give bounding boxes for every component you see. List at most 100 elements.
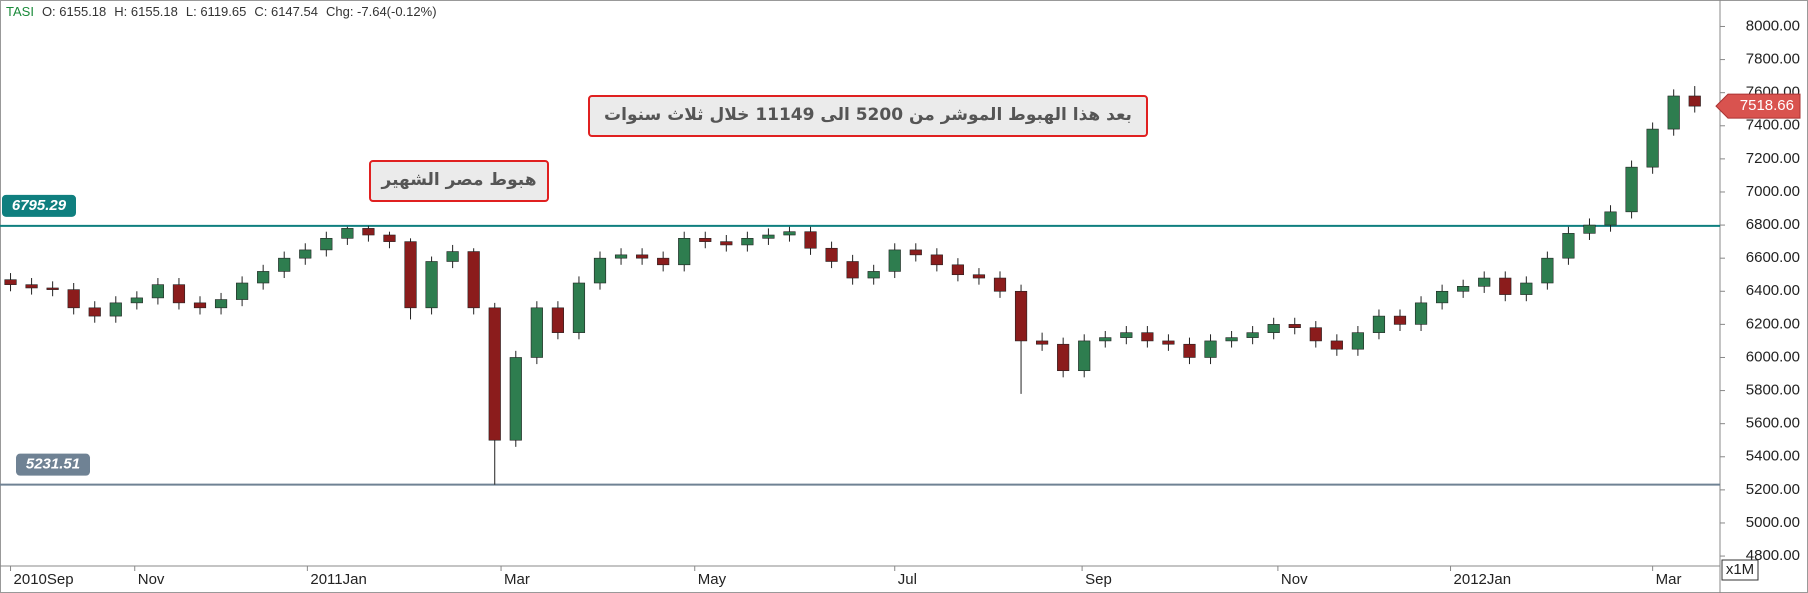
candle-body xyxy=(888,249,901,272)
candle-body xyxy=(993,277,1007,292)
candle-body xyxy=(657,257,670,266)
x-tick-label: Nov xyxy=(1281,571,1308,588)
candle-body xyxy=(1372,315,1386,333)
candle-body xyxy=(1078,340,1091,372)
y-tick-label: 8000.00 xyxy=(1746,17,1800,34)
level-label-box xyxy=(16,453,90,476)
candle-body xyxy=(1036,340,1049,345)
x-tick-label: May xyxy=(698,571,727,588)
y-tick-label: 7200.00 xyxy=(1746,150,1800,167)
x-tick-label: Sep xyxy=(1085,571,1112,588)
annotation: بعد هذا الهبوط الموشر من 5200 الى 11149 … xyxy=(588,95,1148,137)
candle-body xyxy=(699,238,712,242)
candle-body xyxy=(88,307,101,317)
x-tick-label: 2012Jan xyxy=(1454,571,1512,588)
candle-body xyxy=(762,234,775,239)
candle-body xyxy=(214,299,228,309)
candle-body xyxy=(825,247,838,262)
y-tick-label: 7000.00 xyxy=(1746,183,1800,200)
candle-body xyxy=(909,249,922,256)
y-tick-label: 6000.00 xyxy=(1746,348,1800,365)
candle-body xyxy=(1204,340,1217,358)
candle-body xyxy=(1688,95,1701,107)
candle-body xyxy=(404,241,417,309)
candle-body xyxy=(1014,290,1028,342)
annotation: هبوط مصر الشهير xyxy=(369,160,549,202)
candle-body xyxy=(299,249,312,259)
candle-body xyxy=(1309,327,1322,342)
y-tick-label: 7400.00 xyxy=(1746,117,1800,134)
candle-body xyxy=(1625,166,1638,213)
candle-body xyxy=(1414,302,1428,325)
multiplier-box xyxy=(1721,559,1759,581)
y-tick-label: 5800.00 xyxy=(1746,382,1800,399)
candle-body xyxy=(130,297,143,304)
candle-body xyxy=(1351,332,1364,350)
candle-body xyxy=(1604,211,1617,226)
candle-body xyxy=(593,257,607,284)
candle-body xyxy=(278,257,291,272)
candle-body xyxy=(341,228,354,239)
candle-body xyxy=(1562,233,1575,259)
multiplier: x1M xyxy=(1726,561,1754,578)
candle-body xyxy=(509,357,522,441)
candle-body xyxy=(1057,343,1070,372)
info-item: C: 6147.54 xyxy=(254,4,318,19)
level-label-box xyxy=(2,194,76,217)
candle-body xyxy=(67,289,80,309)
candle-body xyxy=(446,251,459,262)
candle-body xyxy=(193,302,207,309)
candle-body xyxy=(1478,277,1491,287)
candle-body xyxy=(1583,224,1596,234)
last-price-label: 7518.66 xyxy=(1740,97,1794,114)
candle-body xyxy=(1183,343,1196,358)
candle-body xyxy=(867,271,880,279)
candle-body xyxy=(1267,324,1280,333)
y-tick-label: 5400.00 xyxy=(1746,448,1800,465)
candle-body xyxy=(572,282,586,333)
candle-body xyxy=(236,282,249,300)
candle-body xyxy=(741,238,754,246)
candle-body xyxy=(25,284,38,289)
candle-body xyxy=(1541,257,1554,284)
candle-body xyxy=(972,274,986,279)
candle-body xyxy=(930,254,943,266)
candle-body xyxy=(636,254,649,259)
candle-body xyxy=(1393,315,1407,325)
candle-body xyxy=(46,287,59,290)
candle-body xyxy=(783,231,796,236)
candle-body xyxy=(720,241,733,246)
x-tick-label: Nov xyxy=(138,571,165,588)
info-item: L: 6119.65 xyxy=(185,4,247,19)
candle-body xyxy=(172,284,186,304)
level-label: 6795.29 xyxy=(12,197,67,214)
y-tick-label: 5600.00 xyxy=(1746,415,1800,432)
y-tick-label: 6400.00 xyxy=(1746,282,1800,299)
info-item: H: 6155.18 xyxy=(114,4,178,19)
header: TASI O: 6155.18 H: 6155.18 L: 6119.65 C: 614… xyxy=(6,4,445,19)
candle-body xyxy=(1499,277,1512,295)
x-tick-label: 2010Sep xyxy=(14,571,74,588)
candle-body xyxy=(151,284,164,299)
candle-body xyxy=(1330,340,1343,350)
candle-body xyxy=(678,238,691,266)
candle-body xyxy=(467,251,480,309)
candle-body xyxy=(320,238,333,251)
candle-body xyxy=(1225,337,1238,342)
candle-body xyxy=(1246,332,1259,338)
y-tick-label: 4800.00 xyxy=(1746,547,1800,564)
candle-body xyxy=(1288,324,1301,328)
candle-body xyxy=(551,307,564,333)
last-price-box xyxy=(1715,93,1801,119)
candle-body xyxy=(109,302,122,317)
y-tick-label: 6200.00 xyxy=(1746,315,1800,332)
candle-body xyxy=(1646,128,1659,168)
candle-body xyxy=(488,307,501,441)
x-tick-label: Jul xyxy=(898,571,917,588)
x-tick-label: Mar xyxy=(1656,571,1682,588)
candle-body xyxy=(530,307,543,358)
candle-body xyxy=(4,279,17,285)
candle-body xyxy=(1141,332,1154,342)
